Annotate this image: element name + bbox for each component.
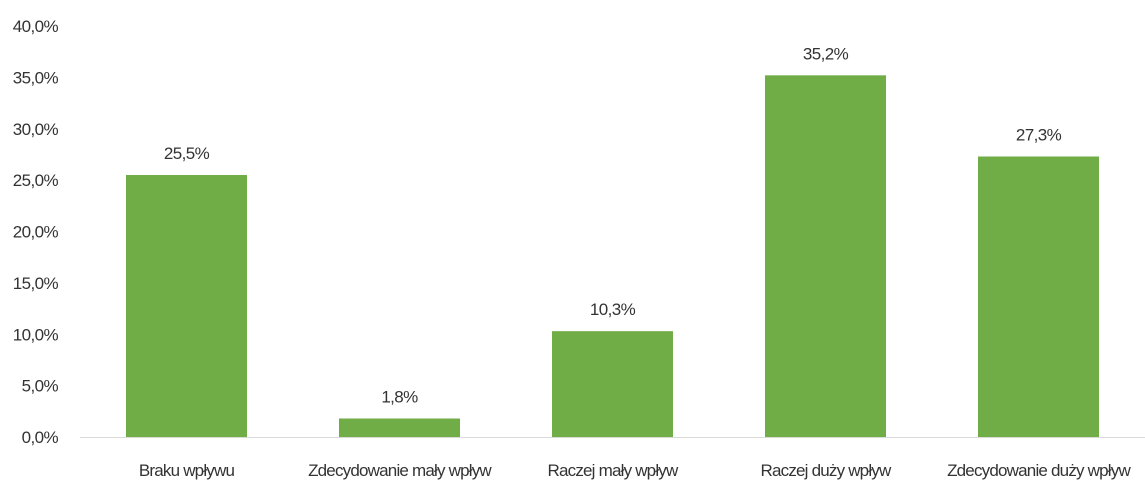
y-tick-label: 0,0%: [22, 428, 59, 447]
bar: [978, 156, 1099, 437]
x-category-label: Raczej duży wpływ: [760, 461, 892, 480]
y-tick-label: 40,0%: [13, 17, 59, 36]
y-tick-label: 5,0%: [22, 377, 59, 396]
bar: [126, 174, 247, 438]
bar: [552, 331, 673, 437]
x-axis-category-labels: Braku wpływu Zdecydowanie mały wpływ Racze…: [139, 461, 1132, 480]
x-category-label: Raczej mały wpływ: [548, 461, 680, 480]
y-tick-label: 10,0%: [13, 325, 59, 344]
data-label: 10,3%: [590, 300, 636, 319]
data-label: 27,3%: [1016, 125, 1062, 144]
data-label: 25,5%: [164, 144, 210, 163]
bars-group: [126, 75, 1099, 438]
y-tick-label: 35,0%: [13, 68, 59, 87]
data-label: 35,2%: [803, 44, 849, 63]
bar: [339, 418, 460, 437]
x-category-label: Braku wpływu: [139, 461, 235, 480]
x-category-label: Zdecydowanie mały wpływ: [308, 461, 492, 480]
bar: [765, 75, 886, 437]
data-labels-group: 25,5% 1,8% 10,3% 35,2% 27,3%: [164, 44, 1062, 406]
y-tick-label: 30,0%: [13, 120, 59, 139]
data-label: 1,8%: [381, 388, 418, 407]
y-tick-label: 20,0%: [13, 223, 59, 242]
x-category-label: Zdecydowanie duży wpływ: [947, 461, 1131, 480]
y-tick-label: 15,0%: [13, 274, 59, 293]
y-axis-tick-labels: 0,0% 5,0% 10,0% 15,0% 20,0% 25,0% 30,0% 35,0% 40…: [13, 17, 59, 447]
y-tick-label: 25,0%: [13, 171, 59, 190]
